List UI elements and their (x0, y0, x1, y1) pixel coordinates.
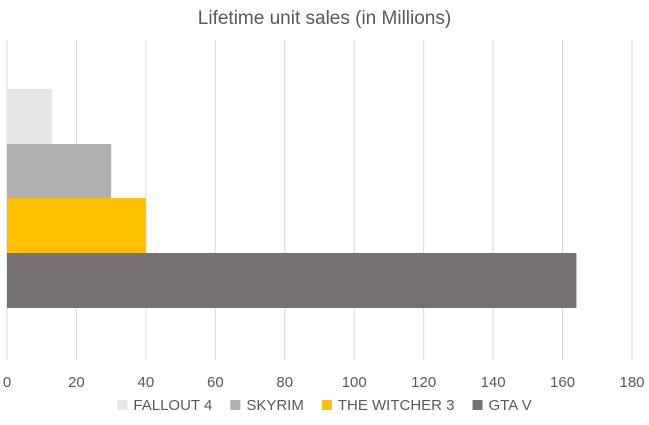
x-tick-label-60: 60 (207, 374, 224, 391)
legend: FALLOUT 4 SKYRIM THE WITCHER 3 GTA V (117, 397, 532, 414)
bar-fallout-4 (7, 89, 53, 145)
x-tick-label-0: 0 (3, 374, 11, 391)
legend-swatch-gta-v (472, 400, 483, 410)
x-tick-label-80: 80 (276, 374, 293, 391)
x-tick-label-100: 100 (342, 374, 367, 391)
x-tick-label-20: 20 (68, 374, 85, 391)
bars (7, 89, 577, 308)
bar-the-witcher-3 (7, 198, 146, 253)
x-tick-label-120: 120 (411, 374, 436, 391)
gridlines (6, 40, 633, 360)
legend-label-skyrim: SKYRIM (246, 397, 304, 414)
chart-title: Lifetime unit sales (in Millions) (198, 8, 451, 29)
x-tick-label-40: 40 (138, 374, 155, 391)
legend-label-gta-v: GTA V (489, 397, 532, 414)
x-tick-label-140: 140 (481, 374, 506, 391)
legend-swatch-skyrim (230, 400, 241, 410)
x-tick-label-160: 160 (550, 374, 575, 391)
bar-skyrim (7, 144, 112, 199)
x-axis-tick-labels: 0 20 40 60 80 100 120 140 160 180 (3, 374, 645, 391)
legend-swatch-fallout-4 (117, 400, 128, 410)
legend-label-fallout-4: FALLOUT 4 (133, 397, 212, 414)
legend-label-the-witcher-3: THE WITCHER 3 (338, 397, 455, 414)
x-tick-label-180: 180 (619, 374, 644, 391)
legend-swatch-the-witcher-3 (321, 400, 332, 410)
bar-gta-v (7, 253, 577, 308)
